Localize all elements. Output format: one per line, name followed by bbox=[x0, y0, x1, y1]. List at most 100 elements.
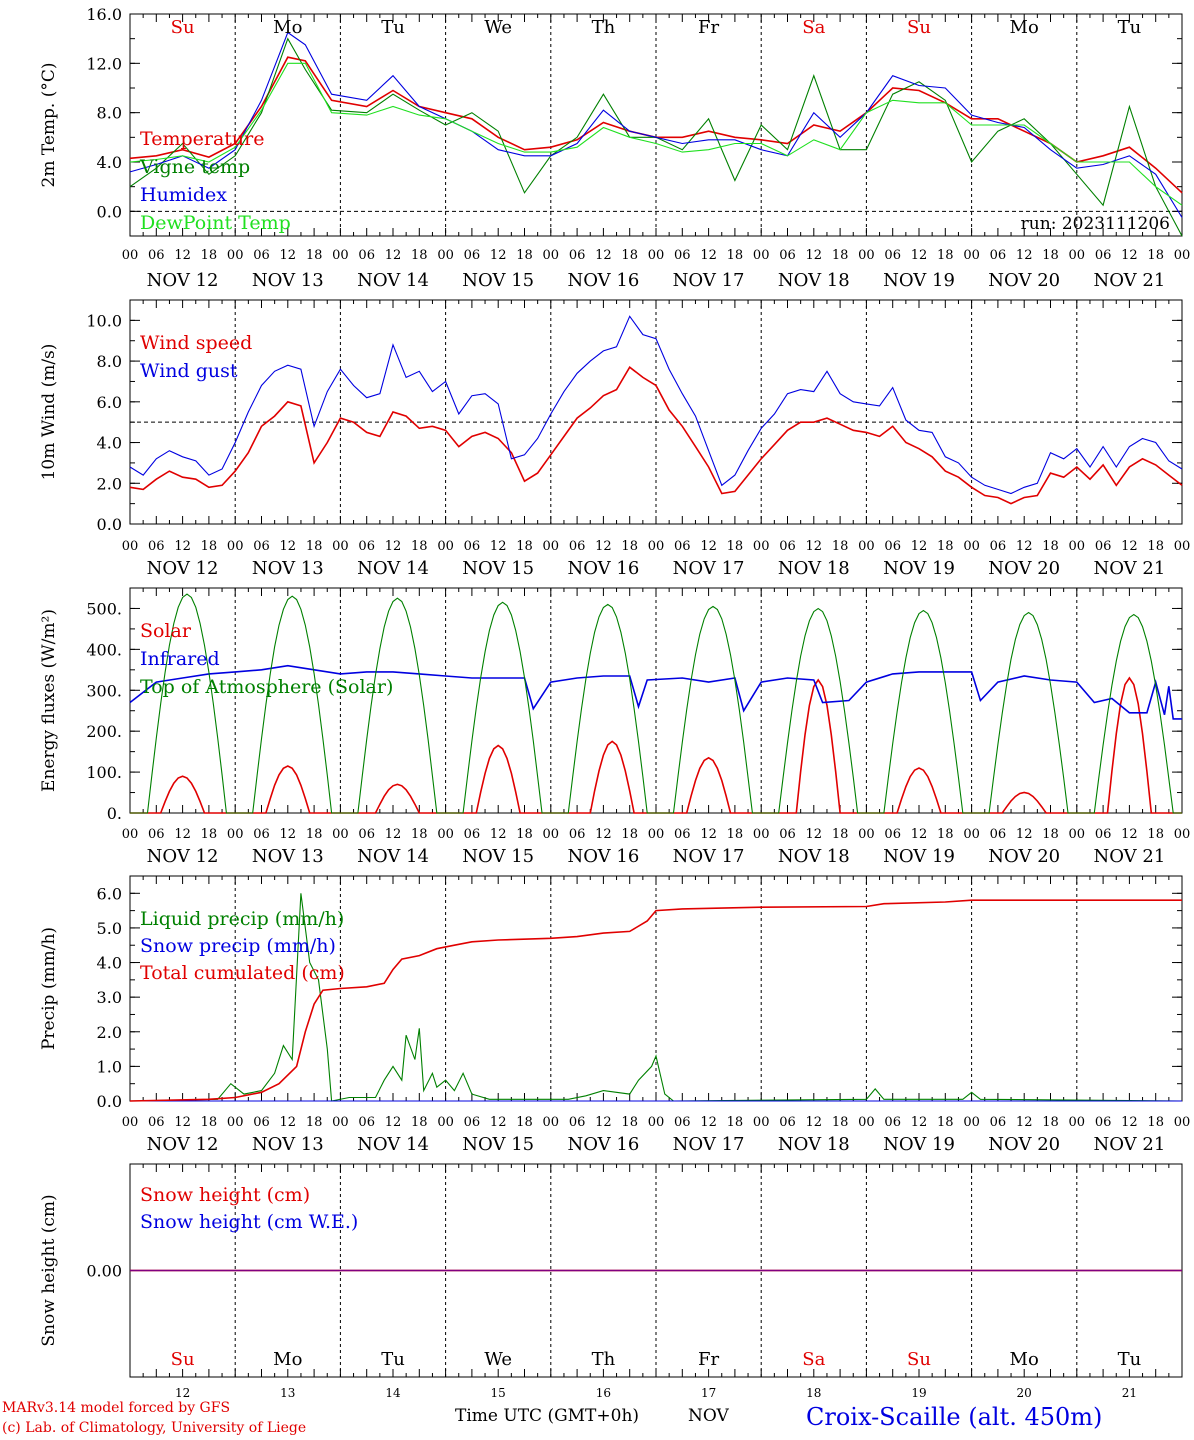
day-number-label: 15 bbox=[491, 1386, 506, 1400]
date-label: NOV 19 bbox=[883, 1134, 955, 1155]
hour-label: 00 bbox=[1174, 827, 1191, 842]
legend-entry: Temperature bbox=[140, 128, 264, 150]
date-label: NOV 18 bbox=[778, 558, 850, 579]
hour-label: 18 bbox=[727, 1115, 744, 1130]
hour-label: 06 bbox=[253, 248, 270, 263]
panel-precip: 6.0 5.0 4.0 3.0 2.0 1.0 0.0 Precip (mm/h) Liquid… bbox=[39, 875, 1190, 1155]
weekday-label: Mo bbox=[1010, 1349, 1039, 1370]
hour-label: 00 bbox=[858, 539, 875, 554]
date-label: NOV 20 bbox=[988, 1134, 1060, 1155]
hour-label: 00 bbox=[122, 248, 139, 263]
station-name: Croix-Scaille (alt. 450m) bbox=[806, 1403, 1103, 1431]
hour-label: 00 bbox=[753, 539, 770, 554]
weekday-label: Su bbox=[907, 17, 931, 38]
date-label: NOV 19 bbox=[883, 846, 955, 867]
hour-label: 18 bbox=[937, 827, 954, 842]
y-tick-label: 6.0 bbox=[97, 884, 122, 903]
hour-label: 00 bbox=[963, 827, 980, 842]
plot-frame bbox=[129, 587, 1183, 814]
hour-label: 12 bbox=[385, 248, 402, 263]
day-number-label: 20 bbox=[1017, 1386, 1032, 1400]
y-tick-label: 400. bbox=[86, 640, 122, 659]
weekday-label: Mo bbox=[273, 17, 302, 38]
hour-label: 06 bbox=[990, 1115, 1007, 1130]
y-axis-label: 2m Temp. (°C) bbox=[39, 62, 59, 187]
y-tick-label: 5.0 bbox=[97, 919, 122, 938]
hour-label: 18 bbox=[516, 1115, 533, 1130]
hour-label: 12 bbox=[700, 248, 717, 263]
weekday-label: Tu bbox=[1118, 1349, 1142, 1370]
date-label: NOV 16 bbox=[567, 846, 639, 867]
hour-label: 12 bbox=[700, 539, 717, 554]
hour-label: 18 bbox=[201, 539, 218, 554]
y-tick-label: 0.0 bbox=[97, 1092, 122, 1111]
hour-label: 06 bbox=[464, 539, 481, 554]
hour-label: 06 bbox=[884, 248, 901, 263]
date-label: NOV 17 bbox=[673, 270, 745, 291]
hour-label: 06 bbox=[569, 539, 586, 554]
weekday-label: We bbox=[484, 1349, 512, 1370]
hour-label: 06 bbox=[148, 827, 165, 842]
hour-label: 18 bbox=[1042, 248, 1059, 263]
hour-label: 12 bbox=[911, 1115, 928, 1130]
hour-label: 06 bbox=[1095, 827, 1112, 842]
hour-label: 00 bbox=[122, 1115, 139, 1130]
hour-label: 12 bbox=[806, 827, 823, 842]
hour-label: 00 bbox=[332, 1115, 349, 1130]
y-tick-label: 200. bbox=[86, 722, 122, 741]
legend-entry: Snow height (cm W.E.) bbox=[140, 1211, 358, 1233]
hour-label: 18 bbox=[1042, 1115, 1059, 1130]
y-tick-label: 1.0 bbox=[97, 1057, 122, 1076]
hour-label: 00 bbox=[122, 539, 139, 554]
day-number-label: 18 bbox=[806, 1386, 821, 1400]
hour-label: 06 bbox=[1095, 539, 1112, 554]
hour-label: 06 bbox=[464, 827, 481, 842]
y-axis-label: Snow height (cm) bbox=[39, 1194, 59, 1346]
date-label: NOV 15 bbox=[462, 270, 534, 291]
hour-label: 00 bbox=[1069, 1115, 1086, 1130]
weekday-label: Fr bbox=[698, 17, 719, 38]
y-tick-label: 0. bbox=[107, 804, 122, 823]
date-label: NOV 21 bbox=[1093, 1134, 1165, 1155]
date-label: NOV 12 bbox=[147, 1134, 219, 1155]
date-label: NOV 19 bbox=[883, 558, 955, 579]
hour-label: 18 bbox=[411, 248, 428, 263]
y-tick-label: 2.0 bbox=[97, 474, 122, 493]
hour-label: 12 bbox=[911, 827, 928, 842]
y-tick-label: 8.0 bbox=[97, 104, 122, 123]
hour-label: 06 bbox=[674, 539, 691, 554]
date-label: NOV 18 bbox=[778, 1134, 850, 1155]
y-axis-label: Precip (mm/h) bbox=[39, 927, 59, 1050]
hour-label: 18 bbox=[832, 827, 849, 842]
hour-label: 18 bbox=[201, 827, 218, 842]
date-label: NOV 17 bbox=[673, 846, 745, 867]
date-label: NOV 12 bbox=[147, 558, 219, 579]
hour-label: 06 bbox=[674, 1115, 691, 1130]
hour-label: 18 bbox=[411, 539, 428, 554]
hour-label: 12 bbox=[806, 539, 823, 554]
hour-label: 06 bbox=[884, 1115, 901, 1130]
hour-label: 06 bbox=[148, 248, 165, 263]
y-tick-label: 4.0 bbox=[97, 954, 122, 973]
hour-label: 00 bbox=[648, 248, 665, 263]
hour-label: 18 bbox=[621, 539, 638, 554]
hour-label: 18 bbox=[411, 1115, 428, 1130]
hour-label: 18 bbox=[727, 539, 744, 554]
series-line bbox=[129, 899, 1182, 1102]
run-label: run: 2023111206 bbox=[1021, 214, 1170, 234]
weekday-label: Su bbox=[907, 1349, 931, 1370]
hour-label: 06 bbox=[779, 539, 796, 554]
hour-label: 00 bbox=[648, 539, 665, 554]
date-label: NOV 13 bbox=[252, 846, 324, 867]
hour-label: 06 bbox=[358, 1115, 375, 1130]
hour-label: 00 bbox=[858, 827, 875, 842]
hour-label: 06 bbox=[253, 539, 270, 554]
y-tick-label: 4.0 bbox=[97, 153, 122, 172]
hour-label: 12 bbox=[174, 1115, 191, 1130]
legend-entry: Snow precip (mm/h) bbox=[140, 935, 336, 957]
legend-entry: Wind gust bbox=[140, 360, 238, 382]
hour-label: 18 bbox=[621, 1115, 638, 1130]
hour-label: 06 bbox=[358, 248, 375, 263]
hour-label: 06 bbox=[253, 827, 270, 842]
date-label: NOV 21 bbox=[1093, 846, 1165, 867]
